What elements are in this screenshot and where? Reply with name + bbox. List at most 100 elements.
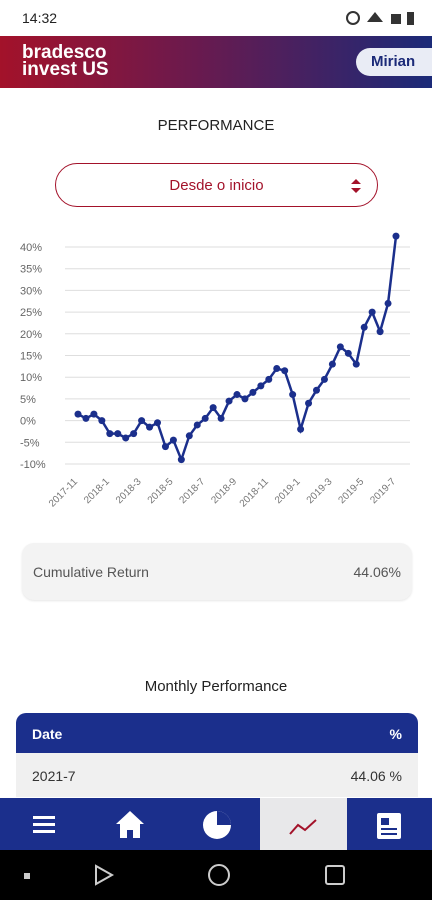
tab-bar <box>0 798 432 850</box>
header-cell: Date <box>32 726 63 742</box>
user-button[interactable]: Mirian <box>356 48 432 76</box>
cumulative-label: Cumulative Return <box>33 564 149 580</box>
data-point <box>114 430 122 438</box>
x-tick-label: 2018-9 <box>209 476 239 506</box>
android-nav <box>0 850 432 900</box>
table-header: Date % <box>16 713 418 753</box>
status-icons <box>346 11 414 25</box>
data-point <box>146 423 154 431</box>
line-chart: -10%-5%0%5%10%15%20%25%30%35%40%2017-11 2… <box>20 232 410 510</box>
data-point <box>344 349 352 357</box>
x-tick-label: 2018-3 <box>114 476 144 506</box>
data-point <box>130 430 138 438</box>
x-tick-label: 2017-11 <box>47 476 81 510</box>
data-point <box>169 436 177 444</box>
cell: 44.06 % <box>350 768 402 784</box>
y-tick-label: 40% <box>20 242 42 254</box>
home-button[interactable] <box>208 864 230 886</box>
x-tick-label: 2019-1 <box>273 476 303 506</box>
y-tick-label: -10% <box>20 459 46 471</box>
data-point <box>193 421 201 429</box>
cumulative-card: Cumulative Return 44.06% <box>22 543 412 600</box>
data-point <box>249 388 257 396</box>
data-point <box>74 410 82 418</box>
y-tick-label: 10% <box>20 372 42 384</box>
data-point <box>297 425 305 433</box>
data-point <box>313 386 320 394</box>
data-point <box>161 443 169 451</box>
tab-icons <box>33 798 401 850</box>
table-row: 2021-7 44.06 % <box>16 753 418 797</box>
data-point <box>336 343 344 351</box>
data-point <box>177 456 185 464</box>
y-tick-label: 5% <box>20 394 36 406</box>
data-point <box>360 323 368 331</box>
data-point <box>289 391 297 399</box>
cell: 2021-7 <box>32 768 76 784</box>
y-tick-label: -5% <box>20 437 40 449</box>
period-select[interactable]: Desde o inicio <box>55 163 378 207</box>
app-header: bradesco invest US Mirian <box>0 36 432 88</box>
data-point <box>154 419 161 427</box>
monthly-title: Monthly Performance <box>144 678 288 695</box>
section-title: PERFORMANCE <box>157 117 275 134</box>
data-point <box>217 414 225 422</box>
data-point <box>209 404 217 412</box>
y-tick-label: 20% <box>20 329 42 341</box>
select-label: Desde o inicio <box>169 177 264 194</box>
data-point <box>241 395 249 403</box>
brand: bradesco invest US <box>22 42 109 80</box>
y-tick-label: 0% <box>20 416 36 428</box>
portfolio-tab[interactable] <box>203 811 231 839</box>
data-point <box>281 367 289 375</box>
select-arrows <box>351 179 361 193</box>
y-tick-label: 15% <box>20 351 42 363</box>
menu-tab[interactable] <box>33 816 55 833</box>
x-tick-label: 2018-11 <box>238 476 272 510</box>
data-point <box>82 414 90 422</box>
data-point <box>201 414 209 422</box>
header-cell: % <box>389 726 402 742</box>
data-point <box>265 375 273 383</box>
x-tick-label: 2019-5 <box>337 476 367 506</box>
data-point <box>98 417 106 425</box>
data-point <box>320 375 328 383</box>
home-tab[interactable] <box>116 811 144 838</box>
data-point <box>106 430 114 438</box>
cumulative-value: 44.06% <box>353 564 401 580</box>
brand-line: invest US <box>22 59 109 80</box>
data-point <box>273 365 281 373</box>
data-point <box>233 391 241 399</box>
data-point <box>384 299 392 307</box>
y-tick-label: 30% <box>20 285 42 297</box>
status-time: 14:32 <box>22 10 58 26</box>
data-point <box>122 434 130 442</box>
recents-button[interactable] <box>325 865 345 885</box>
data-point <box>328 360 336 368</box>
brand-line: bradesco <box>22 42 107 63</box>
data-point <box>392 232 400 240</box>
data-point <box>257 382 265 390</box>
data-point <box>305 399 313 407</box>
data-point <box>376 328 384 336</box>
data-point <box>352 360 360 368</box>
news-tab[interactable] <box>377 813 401 839</box>
status-bar: 14:32 <box>0 0 432 36</box>
y-tick-label: 25% <box>20 307 42 319</box>
x-tick-label: 2018-7 <box>178 476 208 506</box>
nav-buttons <box>24 864 345 886</box>
data-point <box>90 410 98 418</box>
x-tick-label: 2019-3 <box>305 476 335 506</box>
x-tick-label: 2018-5 <box>146 476 176 506</box>
back-button[interactable] <box>95 864 115 886</box>
performance-tab[interactable] <box>260 798 347 850</box>
data-point <box>138 417 146 425</box>
data-point <box>185 432 193 440</box>
x-tick-label: 2019-7 <box>368 476 398 506</box>
x-tick-label: 2018-1 <box>82 476 112 506</box>
y-tick-label: 35% <box>20 264 42 276</box>
data-point <box>225 397 233 405</box>
data-point <box>368 308 376 316</box>
series-line <box>77 236 398 464</box>
